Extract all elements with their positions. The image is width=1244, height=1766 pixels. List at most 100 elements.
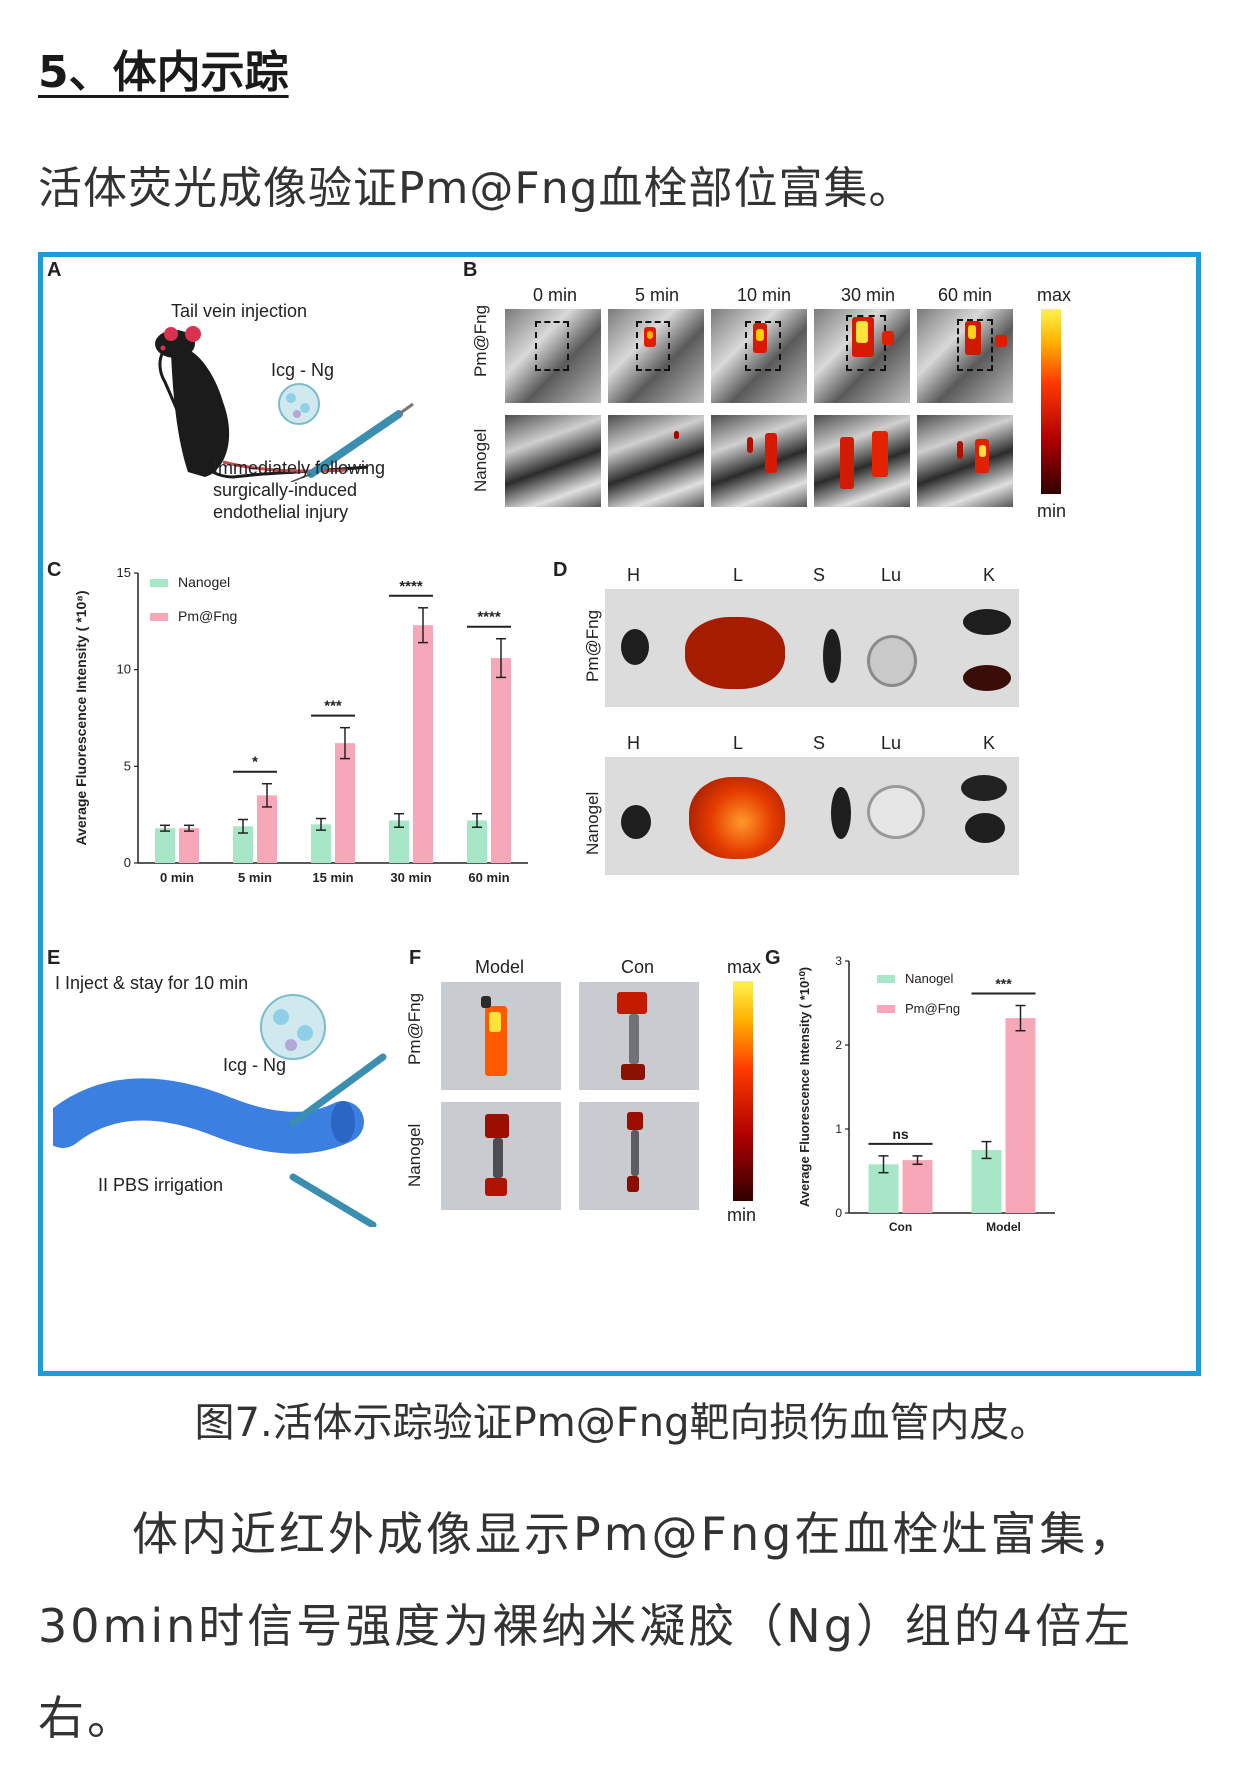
- e-step-2: II PBS irrigation: [98, 1175, 224, 1195]
- d-organs-nanogel: [605, 757, 1019, 875]
- f-row-nanogel: Nanogel: [405, 1123, 424, 1187]
- d-pm-kidney-1: [963, 609, 1011, 635]
- y-tick-label: 0: [835, 1206, 842, 1220]
- y-tick-label: 15: [117, 565, 131, 580]
- d-organ-lu-2: Lu: [881, 733, 902, 753]
- d-organ-h: H: [627, 565, 640, 585]
- b-image-ng-30: [814, 415, 910, 507]
- body-line-3: 右。: [38, 1691, 136, 1745]
- b-image-ng-10: [711, 415, 807, 507]
- d-row-nanogel: Nanogel: [583, 791, 602, 855]
- f-image-ng-model: [441, 1102, 561, 1210]
- d-organ-k: K: [983, 565, 996, 585]
- syringe-icon: [278, 383, 414, 482]
- a-agent-label: Icg - Ng: [271, 360, 335, 380]
- y-tick-label: 1: [835, 1122, 842, 1136]
- a-note-line-2: surgically-induced: [213, 480, 358, 500]
- legend-swatch: [150, 579, 168, 587]
- b-time-0: 0 min: [533, 285, 578, 305]
- f-col-con: Con: [621, 957, 655, 977]
- legend-label: Nanogel: [905, 971, 954, 986]
- intro-text: 活体荧光成像验证Pm@Fng血栓部位富集。: [38, 163, 914, 214]
- d-organ-lu: Lu: [881, 565, 902, 585]
- legend-swatch: [150, 613, 168, 621]
- legend-swatch: [877, 1005, 895, 1013]
- chart-g: 0 1 2 3 Average Fluorescence Intensity ( *10…: [797, 954, 1055, 1234]
- d-ng-liver: [689, 777, 785, 859]
- b-scale-min: min: [1037, 501, 1067, 521]
- b-color-scale: [1041, 309, 1061, 494]
- f-row-pm: Pm@Fng: [405, 992, 424, 1065]
- f-image-ng-con: [579, 1102, 699, 1210]
- bar-nanogel: [467, 820, 487, 863]
- panel-label-c: C: [47, 559, 62, 581]
- a-note: Immediately following surgically-induced…: [213, 457, 385, 523]
- bar-nanogel: [155, 828, 175, 863]
- b-image-pm-10: [711, 309, 807, 403]
- f-scale-min: min: [727, 1205, 757, 1225]
- panel-label-f: F: [409, 947, 422, 969]
- legend-label: Pm@Fng: [178, 608, 237, 624]
- bar-nanogel: [389, 820, 409, 863]
- b-time-3: 30 min: [841, 285, 896, 305]
- f-color-scale: [733, 981, 753, 1201]
- d-pm-kidney-2: [963, 665, 1011, 691]
- b-image-pm-5: [608, 309, 704, 403]
- d-organ-l-2: L: [733, 733, 744, 753]
- bar-pmfng: [413, 625, 433, 863]
- d-pm-heart: [621, 629, 649, 665]
- b-image-pm-0: [505, 309, 601, 403]
- x-tick-label: Model: [986, 1220, 1021, 1234]
- y-axis-label: Average Fluorescence Intensity ( *10¹⁰): [797, 967, 812, 1207]
- panel-label-b: B: [463, 259, 478, 281]
- d-organ-s-2: S: [813, 733, 826, 753]
- d-organ-k-2: K: [983, 733, 996, 753]
- x-tick-label: Con: [889, 1220, 912, 1234]
- b-image-ng-0: [505, 415, 601, 507]
- section-heading: 5、体内示踪: [38, 47, 289, 98]
- panel-label-d: D: [553, 559, 568, 581]
- bar-nanogel: [233, 826, 253, 863]
- bar-pmfng: [179, 828, 199, 863]
- b-time-2: 10 min: [737, 285, 792, 305]
- y-tick-label: 2: [835, 1038, 842, 1052]
- e-agent-label: Icg - Ng: [223, 1055, 287, 1075]
- y-tick-label: 0: [124, 855, 131, 870]
- panel-label-a: A: [47, 259, 62, 281]
- x-tick-label: 60 min: [468, 870, 509, 885]
- bar-pmfng: [491, 658, 511, 863]
- d-pm-liver: [685, 617, 785, 689]
- b-image-ng-5: [608, 415, 704, 507]
- d-pm-spleen: [823, 629, 841, 683]
- d-ng-kidney-2: [965, 813, 1005, 843]
- body-line-2: 30min时信号强度为裸纳米凝胶（Ng）组的4倍左: [38, 1599, 1134, 1653]
- d-organ-l: L: [733, 565, 744, 585]
- significance-label: ***: [324, 698, 342, 715]
- significance-label: ns: [892, 1126, 909, 1142]
- y-tick-label: 10: [117, 662, 131, 677]
- f-col-model: Model: [475, 957, 525, 977]
- d-ng-spleen: [831, 787, 851, 839]
- figure-caption: 图7.活体示踪验证Pm@Fng靶向损伤血管内皮。: [194, 1400, 1050, 1446]
- d-ng-heart: [621, 805, 651, 839]
- figure-7: A Tail vein injection Icg - Ng Immediate…: [38, 252, 1201, 1376]
- significance-label: *: [252, 754, 258, 771]
- y-tick-label: 3: [835, 954, 842, 968]
- a-note-line-1: Immediately following: [213, 458, 386, 478]
- bar-pmfng: [257, 795, 277, 863]
- x-tick-label: 30 min: [390, 870, 431, 885]
- bar-pmfng: [335, 743, 355, 863]
- chart-c: 0 5 10 15 Average Fluorescence Intensity ( *…: [73, 565, 528, 885]
- bar-pmfng: [902, 1160, 933, 1213]
- b-row-pm: Pm@Fng: [471, 304, 490, 377]
- legend-label: Nanogel: [178, 574, 230, 590]
- vessel-illustration: [53, 994, 387, 1227]
- d-organ-s: S: [813, 565, 826, 585]
- legend-swatch: [877, 975, 895, 983]
- legend-label: Pm@Fng: [905, 1001, 960, 1016]
- bar-pmfng: [1005, 1018, 1036, 1213]
- body-paragraph: 体内近红外成像显示Pm@Fng在血栓灶富集， 30min时信号强度为裸纳米凝胶（…: [38, 1488, 1208, 1764]
- d-ng-lung: [867, 785, 925, 839]
- a-title: Tail vein injection: [171, 301, 308, 321]
- f-image-pm-con: [579, 982, 699, 1090]
